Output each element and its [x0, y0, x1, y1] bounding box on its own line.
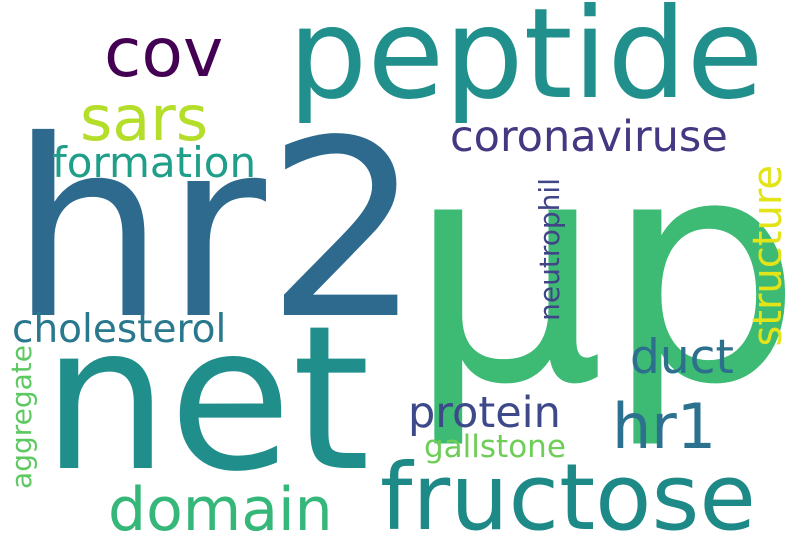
word-structure: structure — [745, 165, 791, 347]
word-net: net — [42, 283, 371, 516]
word-domain: domain — [108, 475, 333, 545]
word-protein: protein — [408, 388, 561, 438]
word-fructose: fructose — [380, 444, 756, 550]
word-aggregate: aggregate — [5, 345, 38, 489]
word-duct: duct — [630, 330, 734, 385]
word-peptide: peptide — [288, 0, 764, 127]
word-cov: cov — [104, 14, 224, 93]
word-hr2: hr2 — [10, 88, 422, 373]
word-formation: formation — [52, 138, 257, 187]
word-coronaviruse: coronaviruse — [450, 112, 728, 162]
word-cholesterol: cholesterol — [12, 307, 227, 352]
word-sars: sars — [80, 82, 209, 155]
word-neutrophil: neutrophil — [533, 178, 566, 321]
word-gallstone: gallstone — [424, 429, 566, 465]
word-hr1: hr1 — [612, 390, 717, 463]
word-mup: μp — [408, 92, 800, 453]
